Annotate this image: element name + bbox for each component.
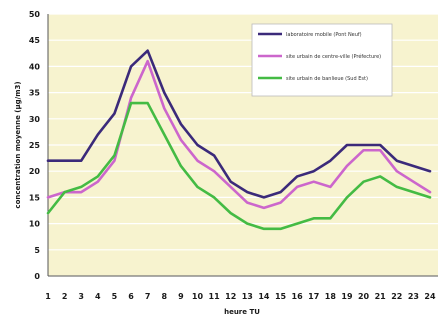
y-tick-label: 5 xyxy=(34,246,40,255)
x-axis-title: heure TU xyxy=(224,308,260,316)
x-tick-label: 10 xyxy=(192,292,204,301)
x-tick-label: 5 xyxy=(112,292,118,301)
x-tick-label: 15 xyxy=(275,292,287,301)
series-lines xyxy=(46,49,432,231)
series-line-3 xyxy=(46,101,432,231)
x-tick-label: 4 xyxy=(95,292,101,301)
y-tick-label: 25 xyxy=(29,141,41,150)
x-tick-label: 21 xyxy=(375,292,387,301)
x-tick-label: 22 xyxy=(391,292,402,301)
x-tick-label: 11 xyxy=(209,292,221,301)
x-tick-label: 23 xyxy=(408,292,419,301)
x-tick-label: 2 xyxy=(62,292,68,301)
legend-box xyxy=(251,23,393,97)
y-tick-label: 35 xyxy=(29,89,41,98)
x-axis-ticks: 1 2 3 4 5 6 7 8 9 10 11 12 13 14 15 16 17 18 19 20 21 22 23 24 xyxy=(45,292,436,301)
legend-label: site urbain de centre-ville (Préfecture) xyxy=(286,53,381,60)
x-tick-label: 8 xyxy=(161,292,167,301)
y-axis-title: concentration moyenne (µg/m3) xyxy=(14,81,22,208)
x-tick-label: 12 xyxy=(225,292,236,301)
legend-label: laboratoire mobile (Pont Neuf) xyxy=(286,32,362,38)
y-tick-label: 0 xyxy=(34,272,40,281)
x-tick-label: 6 xyxy=(128,292,134,301)
x-tick-label: 20 xyxy=(358,292,370,301)
y-tick-label: 30 xyxy=(29,115,41,124)
x-tick-label: 7 xyxy=(145,292,151,301)
series-line-2 xyxy=(46,59,432,210)
x-tick-label: 18 xyxy=(325,292,337,301)
y-axis-ticks: 0 5 10 15 20 25 30 35 40 45 50 xyxy=(29,10,41,281)
y-tick-label: 20 xyxy=(29,167,41,176)
x-tick-label: 13 xyxy=(242,292,253,301)
x-tick-label: 3 xyxy=(78,292,84,301)
x-tick-label: 19 xyxy=(341,292,353,301)
y-tick-label: 50 xyxy=(29,10,41,19)
y-tick-label: 10 xyxy=(29,220,41,229)
x-tick-label: 9 xyxy=(178,292,184,301)
x-tick-label: 1 xyxy=(45,292,51,301)
x-tick-label: 17 xyxy=(308,292,319,301)
x-tick-label: 16 xyxy=(292,292,304,301)
y-tick-label: 40 xyxy=(29,62,41,71)
series-line-1 xyxy=(46,49,432,199)
legend: laboratoire mobile (Pont Neuf) site urbai… xyxy=(251,23,393,97)
x-tick-label: 24 xyxy=(424,292,436,301)
y-tick-label: 45 xyxy=(29,36,41,45)
x-tick-label: 14 xyxy=(258,292,270,301)
y-tick-label: 15 xyxy=(29,193,41,202)
legend-label: site urbain de banlieue (Sud Est) xyxy=(286,76,368,82)
